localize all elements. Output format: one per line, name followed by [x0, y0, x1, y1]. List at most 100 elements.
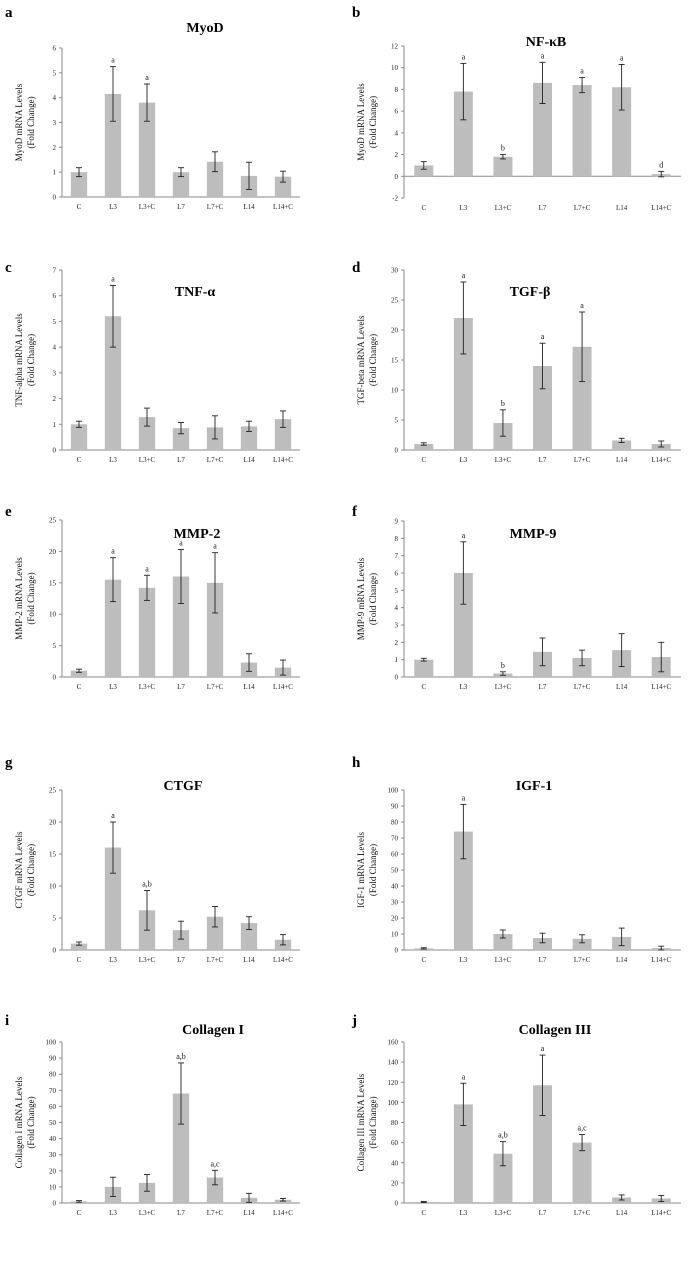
- x-tick-label: L7: [177, 683, 185, 691]
- chart-title: MMP-2: [174, 527, 221, 542]
- y-tick-label: 5: [395, 587, 399, 595]
- x-tick-label: L7: [539, 456, 547, 464]
- y-tick-label: 7: [53, 267, 57, 275]
- x-tick-label: L7+C: [574, 683, 591, 691]
- y-axis-label: IGF-1 mRNA Levels: [356, 832, 366, 908]
- significance-label: b: [501, 144, 505, 153]
- panel-letter: c: [5, 260, 12, 276]
- y-axis-label: TGF-beta mRNA Levels: [356, 315, 366, 404]
- bar-L7: [172, 1093, 190, 1203]
- x-tick-label: L7: [177, 956, 185, 964]
- y-axis-label: MMP-9 mRNA Levels: [356, 557, 366, 640]
- y-axis-label: (Fold Change): [26, 844, 36, 896]
- y-tick-label: 140: [388, 1059, 399, 1067]
- bar-L14: [612, 87, 632, 177]
- significance-label: a,c: [210, 1159, 220, 1168]
- y-tick-label: 2: [395, 639, 399, 647]
- bar-L7: [533, 938, 552, 950]
- y-axis-label: MMP-2 mRNA Levels: [14, 557, 24, 640]
- x-tick-label: L7: [539, 204, 547, 212]
- significance-label: a: [541, 51, 545, 60]
- y-tick-label: 9: [395, 518, 399, 526]
- x-tick-label: L3: [459, 956, 467, 964]
- x-tick-label: L14+C: [273, 456, 293, 464]
- significance-label: a: [145, 564, 149, 573]
- y-tick-label: 80: [49, 1071, 57, 1079]
- significance-label: a: [580, 301, 584, 310]
- y-axis-label: CTGF mRNA Levels: [14, 831, 24, 908]
- x-tick-label: L14: [243, 203, 255, 211]
- x-tick-label: L3+C: [495, 683, 512, 691]
- significance-label: a,b: [498, 1131, 508, 1140]
- y-axis-label: (Fold Change): [26, 572, 36, 624]
- bar-L3: [453, 1104, 473, 1203]
- bar-L3: [104, 316, 122, 450]
- bar-L3: [104, 579, 122, 677]
- panel-letter: b: [352, 5, 360, 21]
- y-tick-label: 2: [53, 395, 57, 403]
- y-tick-label: 5: [53, 642, 57, 650]
- x-tick-label: L14+C: [273, 203, 293, 211]
- significance-label: a,c: [578, 1124, 588, 1133]
- panel-letter: j: [351, 1013, 357, 1029]
- y-tick-label: 3: [53, 119, 57, 127]
- x-tick-label: L14+C: [273, 1209, 293, 1217]
- chart-panel-b: b NF-κB MyoD mRNA Levels (Fold Change) -2 0 2 4…: [352, 5, 681, 212]
- y-axis-label: (Fold Change): [368, 334, 378, 386]
- x-tick-label: L3: [109, 683, 117, 691]
- bar-C: [70, 943, 88, 950]
- x-tick-label: L3: [109, 456, 117, 464]
- significance-label: a: [145, 73, 149, 82]
- y-tick-label: 80: [391, 819, 399, 827]
- x-tick-label: C: [421, 204, 426, 212]
- bar-L7+C: [572, 85, 592, 177]
- y-tick-label: 1: [53, 421, 57, 429]
- bar-L3: [104, 93, 122, 197]
- y-tick-label: 25: [391, 297, 399, 305]
- y-tick-label: 90: [391, 803, 399, 811]
- y-axis-label: (Fold Change): [368, 1096, 378, 1148]
- x-tick-label: L3+C: [139, 683, 156, 691]
- x-tick-label: L3: [459, 683, 467, 691]
- y-tick-label: 30: [49, 1151, 57, 1159]
- x-tick-label: L14: [243, 456, 255, 464]
- chart-panel-i: i Collagen I Collagen I mRNA Levels (Fold C…: [5, 1013, 300, 1217]
- significance-label: a: [111, 547, 115, 556]
- bar-L14+C: [274, 176, 292, 197]
- y-tick-label: 40: [391, 883, 399, 891]
- y-axis-label: Collagen III mRNA Levels: [356, 1073, 366, 1171]
- y-tick-label: 20: [49, 819, 57, 827]
- chart-panel-a: a MyoD MyoD mRNA Levels (Fold Change) 0 1 2 3 4 5…: [5, 5, 300, 211]
- bar-C: [414, 659, 434, 677]
- y-tick-label: 0: [395, 674, 399, 682]
- y-tick-label: 7: [395, 552, 399, 560]
- y-tick-label: 20: [391, 915, 399, 923]
- y-tick-label: 2: [395, 151, 399, 159]
- x-tick-label: L14: [243, 1209, 255, 1217]
- y-tick-label: 50: [391, 867, 399, 875]
- x-tick-label: L14: [616, 683, 628, 691]
- y-tick-label: 10: [49, 1183, 57, 1191]
- significance-label: a: [111, 274, 115, 283]
- significance-label: b: [501, 399, 505, 408]
- y-tick-label: 80: [391, 1119, 399, 1127]
- panel-letter: g: [5, 755, 13, 771]
- y-tick-label: 20: [391, 1179, 399, 1187]
- x-tick-label: L14+C: [651, 956, 671, 964]
- y-tick-label: 0: [395, 1200, 399, 1208]
- x-tick-label: L14+C: [273, 956, 293, 964]
- y-tick-label: 0: [395, 947, 399, 955]
- x-tick-label: C: [421, 456, 426, 464]
- bar-C: [414, 165, 434, 177]
- bar-L7: [172, 930, 190, 950]
- significance-label: a: [179, 539, 183, 548]
- chart-panel-c: c TNF-α TNF-alpha mRNA Levels (Fold Change)…: [5, 260, 300, 464]
- x-tick-label: L14: [616, 956, 628, 964]
- chart-panel-f: f MMP-9 MMP-9 mRNA Levels (Fold Change) 0 1 2 3…: [352, 504, 681, 691]
- y-tick-label: 20: [49, 1167, 57, 1175]
- y-tick-label: 0: [53, 947, 57, 955]
- significance-label: a: [213, 542, 217, 551]
- y-tick-label: 1: [395, 656, 399, 664]
- significance-label: a: [580, 66, 584, 75]
- y-axis-label: (Fold Change): [26, 1096, 36, 1148]
